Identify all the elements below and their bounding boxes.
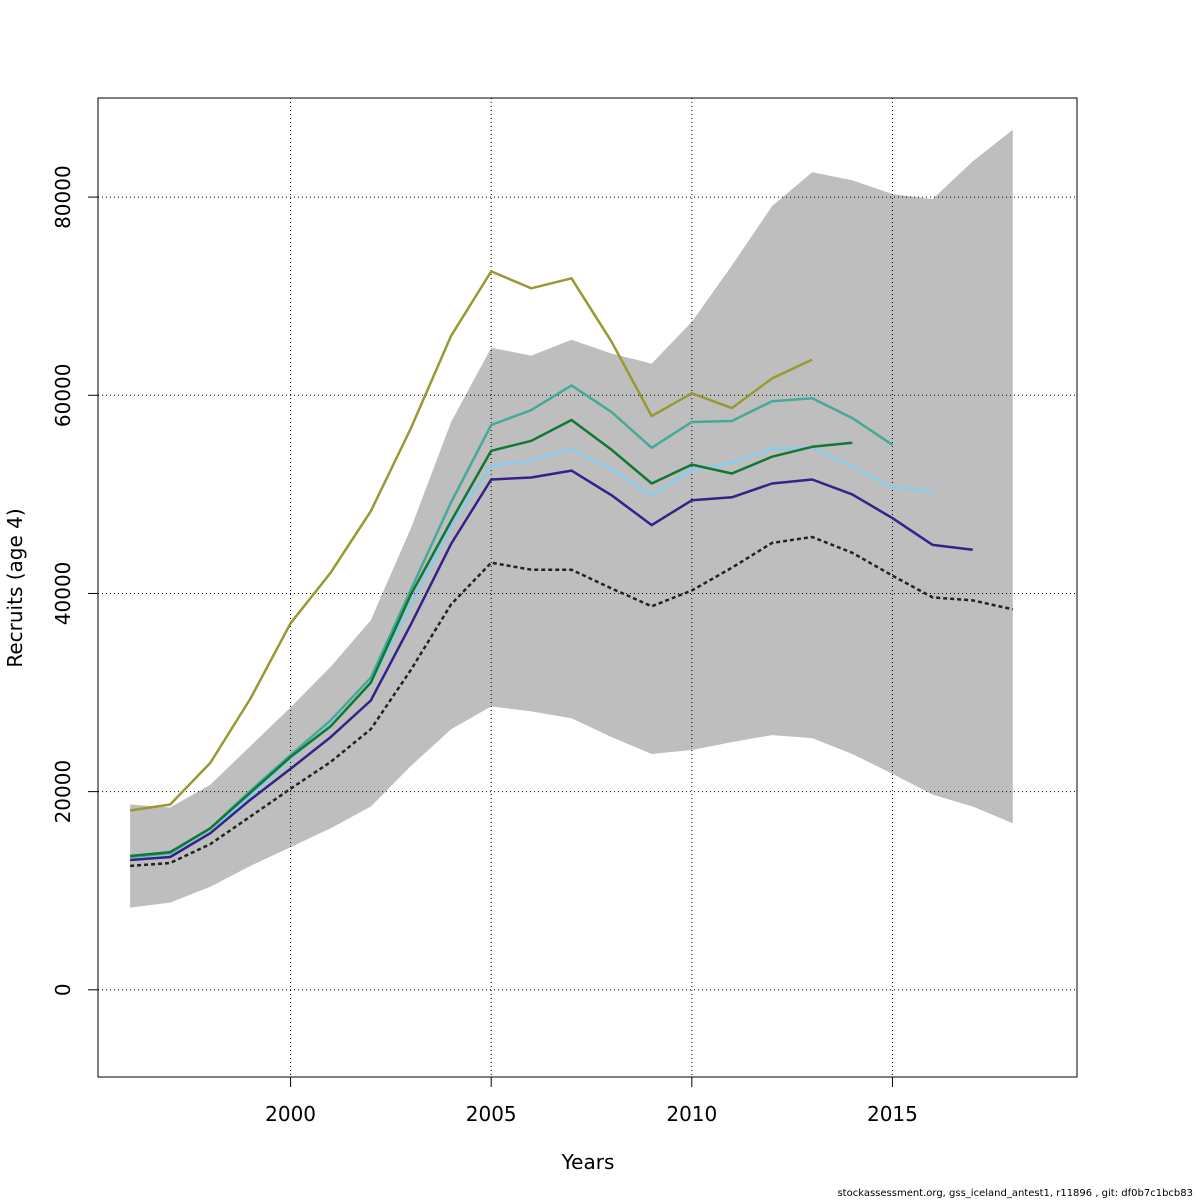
series-line-1 [129,270,813,812]
series-line-3 [129,446,933,862]
axis-layer: 2000 2005 2010 2015 0 20000 40000 60000 80000 [51,165,918,1126]
y-tick-label: 0 [51,983,75,996]
x-tick-label: 2010 [666,1102,717,1126]
confidence-band [130,129,1013,908]
series-line-5 [130,469,973,862]
series-line-2 [129,384,894,859]
x-axis-title: Years [561,1150,615,1174]
series-layer [129,270,1014,868]
series-line-6 [130,535,1014,868]
confidence-band-layer [130,129,1013,908]
series-line-4 [129,418,853,858]
x-tick-label: 2000 [265,1102,316,1126]
y-axis-title: Recruits (age 4) [3,508,27,667]
plot-frame [97,97,1078,1078]
y-tick-label: 40000 [51,562,75,626]
footer-note: stockassessment.org, gss_iceland_antest1… [837,1188,1193,1199]
x-tick-label: 2005 [466,1102,517,1126]
y-tick-label: 20000 [51,760,75,824]
y-tick-label: 60000 [51,363,75,427]
y-tick-label: 80000 [51,165,75,229]
x-tick-label: 2015 [867,1102,918,1126]
